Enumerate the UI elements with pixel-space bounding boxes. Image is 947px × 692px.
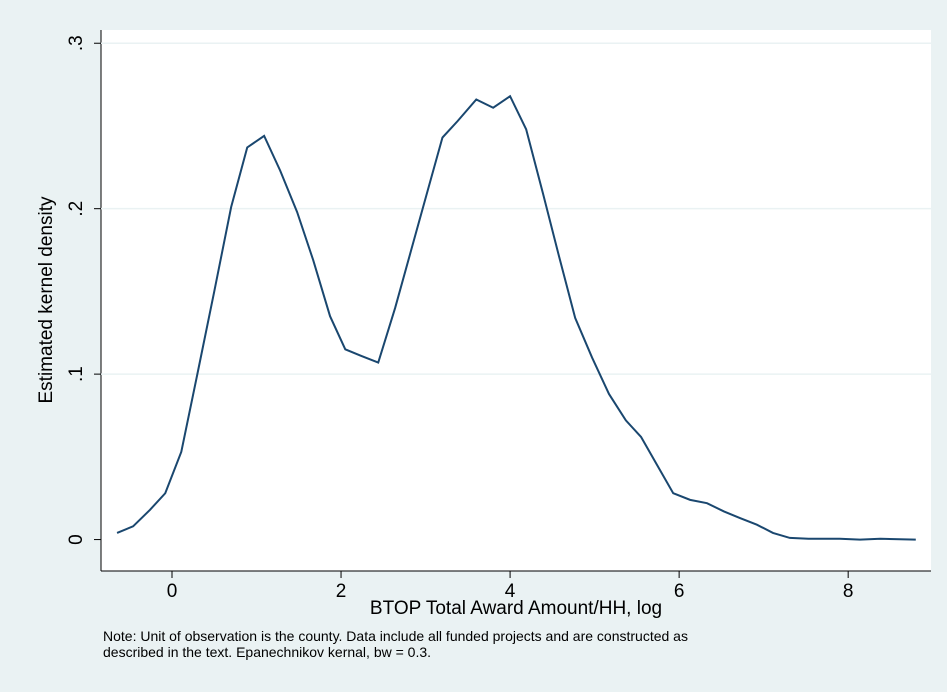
x-tick-label: 6 — [674, 581, 685, 602]
note: Note: Unit of observation is the county.… — [103, 628, 688, 644]
y-tick-label: 0 — [66, 534, 87, 545]
y-tick-label: .1 — [66, 366, 87, 382]
density-line — [116, 94, 916, 541]
y-tick-label: .2 — [66, 201, 87, 217]
x-tick-label: 8 — [843, 581, 854, 602]
x-tick-label: 0 — [167, 581, 178, 602]
x-tick-label: 4 — [505, 581, 516, 602]
y-axis-title: Estimated kernel density — [36, 196, 57, 403]
x-axis-title: BTOP Total Award Amount/HH, log — [370, 598, 662, 619]
y-tick-label: .3 — [66, 35, 87, 51]
x-tick-label: 2 — [336, 581, 347, 602]
note: described in the text. Epanechnikov kern… — [103, 644, 431, 660]
plot-area — [101, 30, 931, 571]
